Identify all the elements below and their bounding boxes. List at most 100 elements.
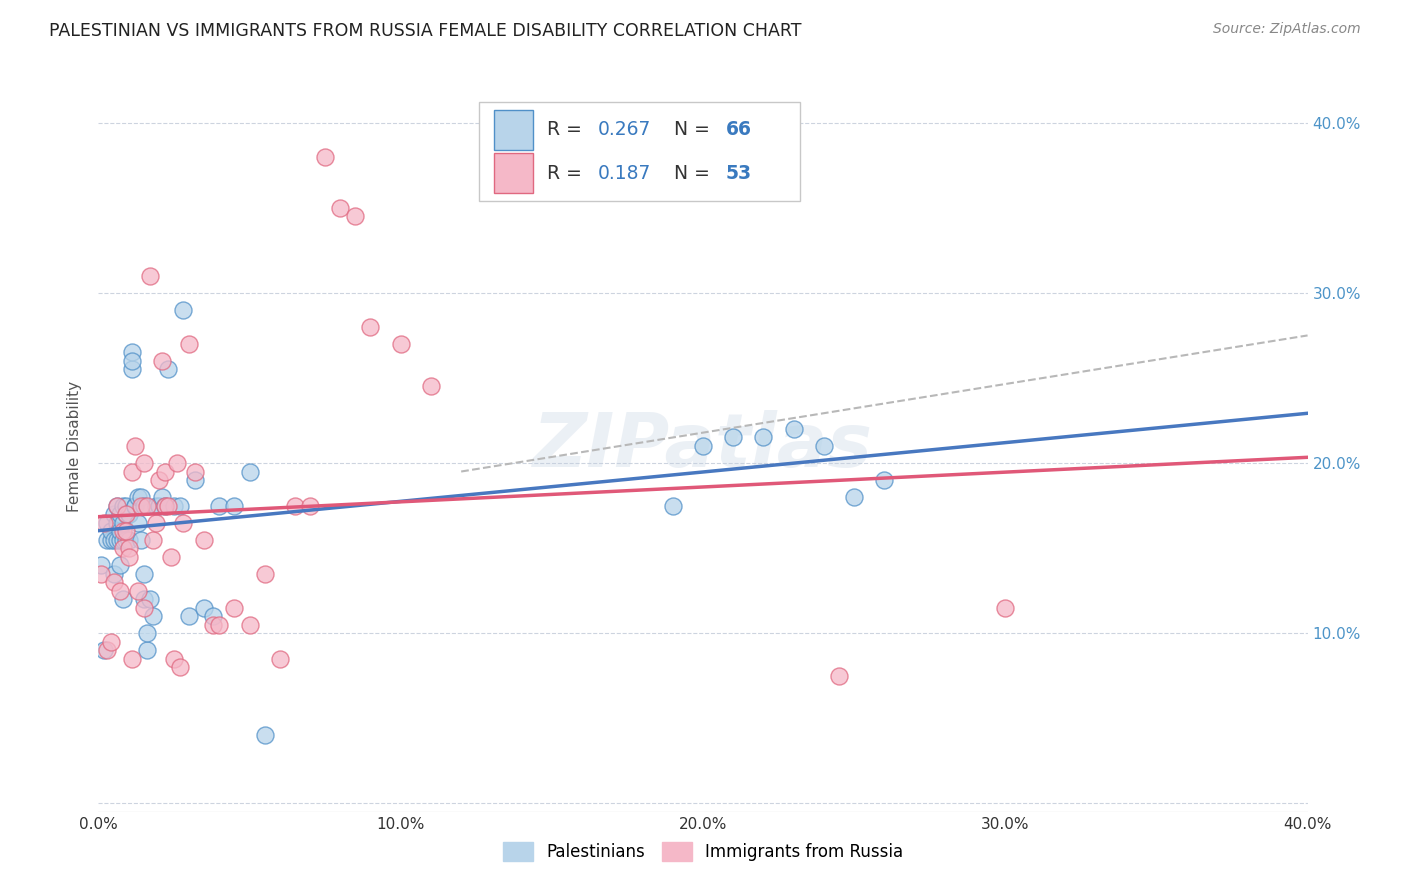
- Point: [114, 499, 136, 513]
- Point: [994, 600, 1017, 615]
- Point: [179, 609, 201, 624]
- Point: [135, 643, 157, 657]
- Point: [420, 379, 443, 393]
- Point: [160, 549, 183, 564]
- Text: 0.187: 0.187: [598, 164, 651, 183]
- Point: [156, 499, 179, 513]
- Text: Source: ZipAtlas.com: Source: ZipAtlas.com: [1213, 22, 1361, 37]
- Point: [124, 499, 146, 513]
- Point: [100, 533, 122, 547]
- Point: [108, 507, 131, 521]
- Point: [132, 566, 155, 581]
- Point: [127, 516, 149, 530]
- Point: [121, 465, 143, 479]
- Point: [108, 558, 131, 572]
- Text: PALESTINIAN VS IMMIGRANTS FROM RUSSIA FEMALE DISABILITY CORRELATION CHART: PALESTINIAN VS IMMIGRANTS FROM RUSSIA FE…: [49, 22, 801, 40]
- Text: 0.267: 0.267: [598, 120, 651, 139]
- Point: [179, 337, 201, 351]
- Text: 66: 66: [725, 120, 752, 139]
- Point: [193, 533, 215, 547]
- Point: [114, 524, 136, 538]
- Point: [118, 541, 141, 555]
- Point: [202, 609, 225, 624]
- Point: [118, 533, 141, 547]
- Point: [202, 617, 225, 632]
- Text: ZIPatlas: ZIPatlas: [533, 409, 873, 483]
- Point: [224, 600, 246, 615]
- Point: [142, 609, 165, 624]
- Text: N =: N =: [673, 164, 716, 183]
- Point: [103, 533, 125, 547]
- Point: [692, 439, 714, 453]
- Legend: Palestinians, Immigrants from Russia: Palestinians, Immigrants from Russia: [496, 835, 910, 868]
- Point: [114, 507, 136, 521]
- Point: [145, 499, 167, 513]
- Point: [752, 430, 775, 444]
- Point: [103, 575, 125, 590]
- Point: [121, 362, 143, 376]
- Point: [90, 558, 112, 572]
- Point: [844, 490, 866, 504]
- Point: [114, 507, 136, 521]
- Point: [111, 516, 134, 530]
- Point: [150, 490, 173, 504]
- Point: [127, 490, 149, 504]
- Point: [145, 516, 167, 530]
- Point: [150, 354, 173, 368]
- Point: [153, 499, 176, 513]
- Point: [111, 524, 134, 538]
- Point: [124, 439, 146, 453]
- Point: [100, 524, 122, 538]
- Point: [118, 507, 141, 521]
- Bar: [494, 110, 533, 150]
- Point: [105, 533, 128, 547]
- Text: R =: R =: [547, 120, 588, 139]
- Point: [239, 617, 262, 632]
- Point: [329, 201, 352, 215]
- Text: N =: N =: [673, 120, 716, 139]
- Point: [105, 516, 128, 530]
- Point: [172, 516, 194, 530]
- Point: [121, 354, 143, 368]
- Point: [139, 268, 162, 283]
- Point: [163, 499, 186, 513]
- Point: [132, 499, 155, 513]
- Point: [208, 499, 231, 513]
- Point: [360, 320, 382, 334]
- Point: [184, 465, 207, 479]
- Point: [344, 210, 367, 224]
- Point: [208, 617, 231, 632]
- Point: [108, 524, 131, 538]
- Point: [100, 634, 122, 648]
- Point: [121, 651, 143, 665]
- Text: 53: 53: [725, 164, 752, 183]
- Point: [96, 533, 118, 547]
- Point: [172, 302, 194, 317]
- Point: [96, 643, 118, 657]
- Point: [169, 660, 191, 674]
- Point: [314, 150, 336, 164]
- Point: [132, 592, 155, 607]
- Point: [284, 499, 307, 513]
- Point: [132, 600, 155, 615]
- Point: [93, 643, 115, 657]
- Point: [93, 516, 115, 530]
- Point: [111, 499, 134, 513]
- Point: [129, 533, 152, 547]
- Point: [299, 499, 322, 513]
- Point: [813, 439, 835, 453]
- Point: [135, 626, 157, 640]
- Point: [184, 473, 207, 487]
- Point: [118, 549, 141, 564]
- Point: [114, 533, 136, 547]
- Point: [153, 465, 176, 479]
- Point: [142, 533, 165, 547]
- Point: [783, 422, 806, 436]
- Y-axis label: Female Disability: Female Disability: [67, 380, 83, 512]
- Point: [111, 541, 134, 555]
- Point: [118, 507, 141, 521]
- Point: [124, 499, 146, 513]
- Point: [108, 583, 131, 598]
- Point: [139, 592, 162, 607]
- Point: [873, 473, 896, 487]
